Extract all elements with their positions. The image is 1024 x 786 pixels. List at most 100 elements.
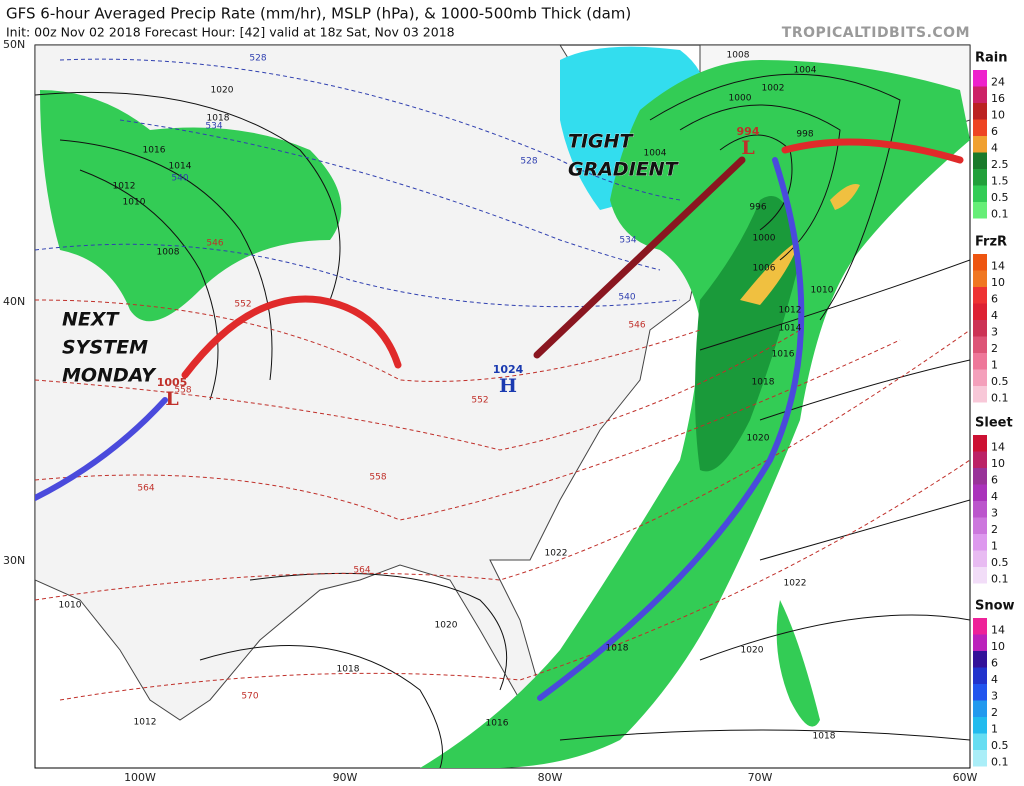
isobar-label: 1012 [113, 182, 136, 192]
legend-label: 0.1 [991, 207, 1009, 220]
pressure-letter: H [499, 375, 517, 397]
legend-swatch [973, 468, 987, 485]
isobar-label: 1018 [752, 378, 775, 388]
map: TIGHTGRADIENTNEXTSYSTEMMONDAY994L1024H10… [34, 44, 971, 769]
legend-label: 4 [991, 490, 998, 503]
legend-swatch [973, 733, 987, 750]
legend-label: 0.1 [991, 755, 1009, 768]
lon-label: 90W [333, 771, 358, 784]
isobar-label: 1000 [753, 234, 776, 244]
annotation: MONDAY [62, 365, 157, 387]
isobar-label: 1002 [762, 84, 785, 94]
warm-front [181, 295, 402, 379]
legend-label: 3 [991, 689, 998, 702]
legend-label: 0.5 [991, 191, 1009, 204]
legend-label: 10 [991, 457, 1005, 470]
thickness-label: 534 [619, 236, 636, 246]
legend-label: 14 [991, 623, 1005, 636]
legend-swatch [973, 667, 987, 684]
legend-swatch [973, 386, 987, 403]
annotation: SYSTEM [62, 337, 148, 359]
legend-swatch [973, 70, 987, 87]
isobar-label: 1020 [741, 646, 764, 656]
thickness-label: 558 [174, 386, 191, 396]
legend-swatch [973, 119, 987, 136]
legend-swatch [973, 369, 987, 386]
isobar-label: 1018 [337, 665, 360, 675]
legend-swatch [973, 152, 987, 169]
isobar-label: 998 [796, 130, 813, 140]
legend-swatch [973, 303, 987, 320]
lon-label: 70W [748, 771, 773, 784]
legend-label: 2.5 [991, 158, 1009, 171]
legend-label: 10 [991, 640, 1005, 653]
legend-swatch [973, 484, 987, 501]
legend-label: 2 [991, 706, 998, 719]
isobar-label: 1018 [813, 732, 836, 742]
legend-swatch [973, 750, 987, 767]
source: TROPICALTIDBITS.COM [782, 25, 970, 41]
legend-label: 1.5 [991, 174, 1009, 187]
legend-swatch [973, 103, 987, 120]
isobar-label: 1006 [753, 264, 776, 274]
isobar-label: 1012 [779, 306, 802, 316]
legend-swatch [973, 451, 987, 468]
isobar-label: 1016 [486, 719, 509, 729]
thickness-label: 528 [520, 157, 537, 167]
thickness-label: 564 [353, 566, 370, 576]
lat-label: 50N [3, 38, 25, 51]
legend-label: 2 [991, 342, 998, 355]
isobar-label: 1000 [729, 94, 752, 104]
pressure-value: 994 [737, 125, 760, 138]
isobar-label: 1008 [157, 248, 180, 258]
isobar-label: 1020 [211, 86, 234, 96]
isobar-label: 1010 [811, 286, 834, 296]
isobar-label: 1018 [207, 114, 230, 124]
legend-label: 4 [991, 309, 998, 322]
pressure-value: 1024 [493, 363, 524, 376]
isobar-label: 1004 [794, 66, 817, 76]
legend: Rain241610642.51.50.50.1FrzR1410643210.5… [973, 51, 1015, 768]
legend-label: 3 [991, 325, 998, 338]
cold-front [537, 157, 805, 701]
lon-label: 60W [953, 771, 978, 784]
annotation: GRADIENT [568, 159, 680, 181]
legend-title: Sleet [975, 416, 1013, 431]
thickness-label: 528 [249, 54, 266, 64]
thickness-label: 540 [618, 293, 635, 303]
isobar-label: 1016 [772, 350, 795, 360]
legend-swatch [973, 501, 987, 518]
thickness-label: 558 [369, 473, 386, 483]
legend-swatch [973, 567, 987, 584]
legend-swatch [973, 618, 987, 635]
thickness-label: 546 [628, 321, 645, 331]
precip-area [776, 600, 820, 727]
legend-swatch [973, 336, 987, 353]
legend-label: 4 [991, 141, 998, 154]
legend-label: 3 [991, 506, 998, 519]
legend-swatch [973, 254, 987, 271]
legend-title: Rain [975, 51, 1008, 66]
isobar-label: 1018 [606, 644, 629, 654]
legend-swatch [973, 353, 987, 370]
legend-swatch [973, 136, 987, 153]
isobar-label: 1020 [747, 434, 770, 444]
lon-label: 80W [538, 771, 563, 784]
thickness-label: 570 [241, 692, 258, 702]
legend-label: 0.5 [991, 556, 1009, 569]
title: GFS 6-hour Averaged Precip Rate (mm/hr),… [6, 5, 631, 23]
isobar-label: 1014 [779, 324, 802, 334]
trough-line [533, 156, 746, 359]
legend-swatch [973, 287, 987, 304]
thickness [35, 58, 970, 701]
legend-swatch [973, 700, 987, 717]
legend-label: 10 [991, 108, 1005, 121]
legend-label: 16 [991, 92, 1005, 105]
warm-front [781, 138, 964, 164]
legend-label: 1 [991, 722, 998, 735]
legend-label: 1 [991, 358, 998, 371]
legend-label: 0.1 [991, 572, 1009, 585]
isobar-label: 1022 [784, 579, 807, 589]
legend-label: 24 [991, 75, 1005, 88]
isobar-label: 1004 [644, 149, 667, 159]
